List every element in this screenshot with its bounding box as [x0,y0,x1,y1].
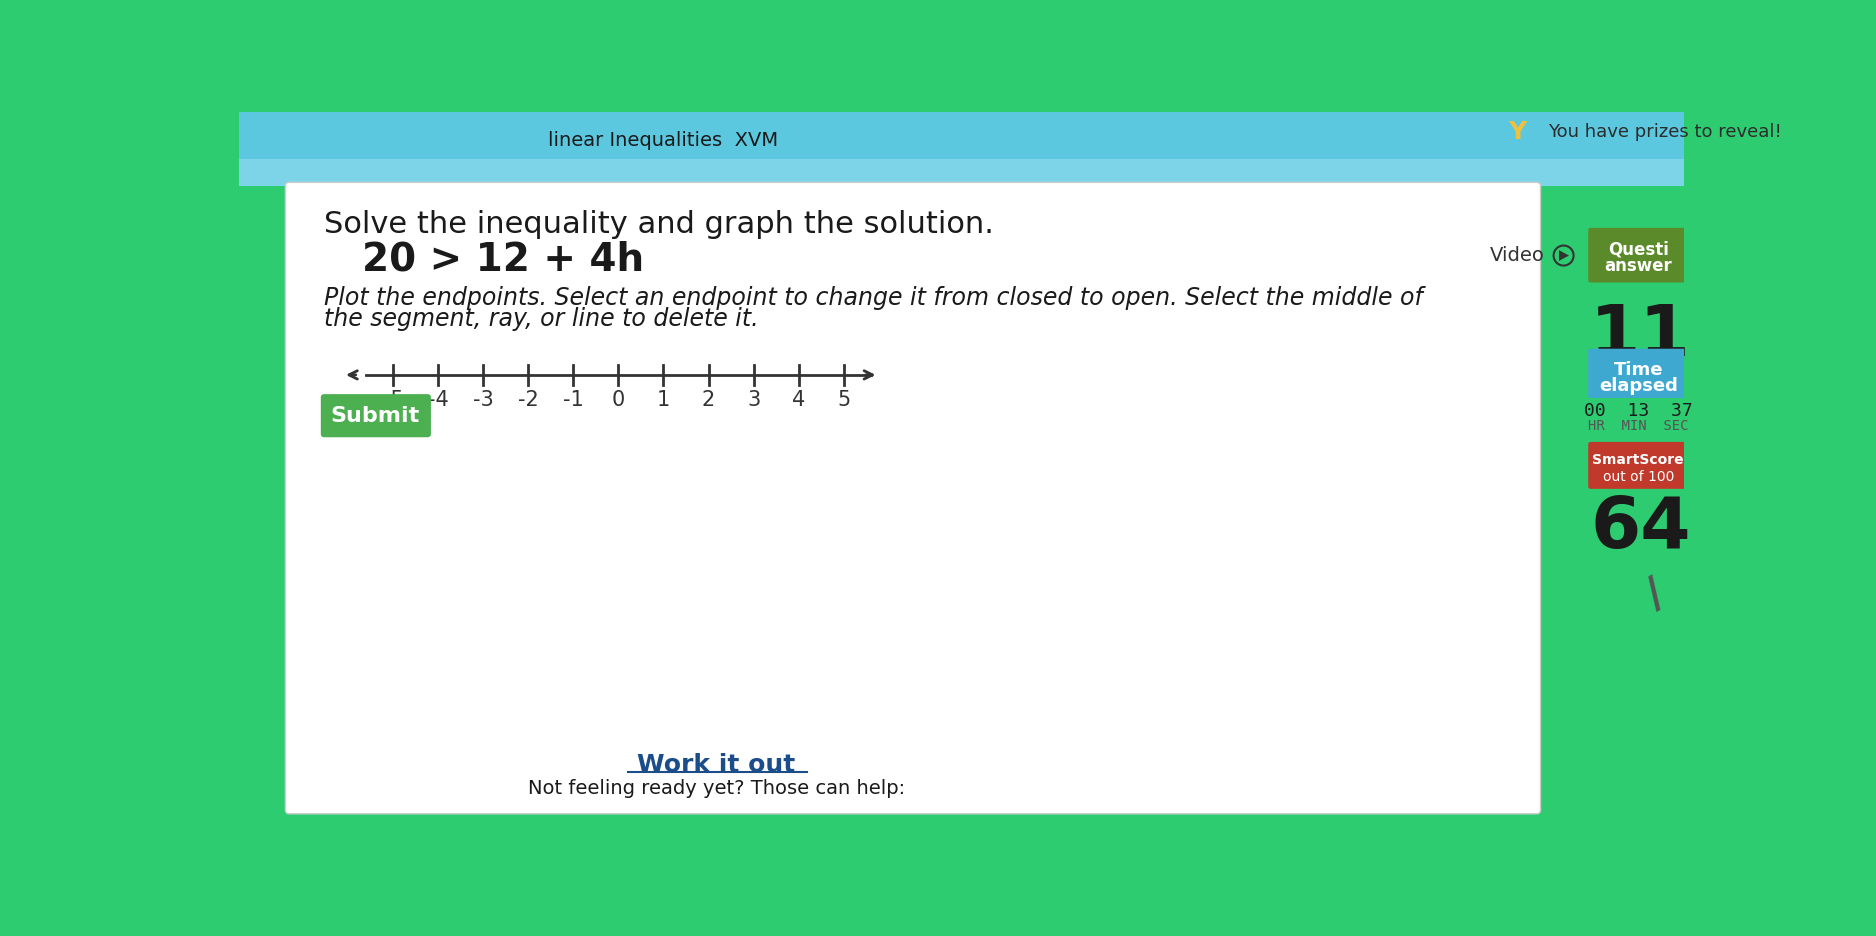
FancyBboxPatch shape [285,183,1540,813]
FancyBboxPatch shape [240,112,1683,163]
Text: the segment, ray, or line to delete it.: the segment, ray, or line to delete it. [325,307,758,330]
FancyBboxPatch shape [321,394,431,437]
Text: answer: answer [1604,257,1672,275]
Text: linear Inequalities  XVM: linear Inequalities XVM [548,130,779,150]
Text: 20 > 12 + 4h: 20 > 12 + 4h [362,241,645,278]
FancyBboxPatch shape [240,159,1683,186]
Text: SmartScore: SmartScore [1593,453,1685,467]
Text: -5: -5 [383,389,403,410]
Text: 00  13  37: 00 13 37 [1583,402,1692,420]
Text: -4: -4 [428,389,448,410]
Text: /: / [1640,572,1673,616]
Text: Video: Video [1490,246,1544,265]
Text: Time: Time [1613,361,1662,379]
Text: -1: -1 [563,389,583,410]
Text: HR  MIN  SEC: HR MIN SEC [1587,419,1688,433]
Text: Submit: Submit [330,405,420,426]
Text: -2: -2 [518,389,538,410]
Polygon shape [1559,250,1568,261]
Text: Not feeling ready yet? Those can help:: Not feeling ready yet? Those can help: [527,779,904,797]
Text: Questi: Questi [1608,241,1670,258]
Text: out of 100: out of 100 [1602,470,1673,484]
Text: 11: 11 [1591,302,1690,371]
FancyBboxPatch shape [1589,442,1688,489]
Text: Work it out: Work it out [638,753,795,777]
Text: Solve the inequality and graph the solution.: Solve the inequality and graph the solut… [325,211,994,240]
FancyBboxPatch shape [240,112,1683,833]
Text: 0: 0 [612,389,625,410]
Text: -3: -3 [473,389,493,410]
Text: 5: 5 [837,389,850,410]
Text: Plot the endpoints. Select an endpoint to change it from closed to open. Select : Plot the endpoints. Select an endpoint t… [325,285,1422,310]
Text: You have prizes to reveal!: You have prizes to reveal! [1548,124,1782,141]
Text: 1: 1 [657,389,670,410]
FancyBboxPatch shape [1589,227,1688,283]
FancyBboxPatch shape [1589,349,1688,398]
Text: 3: 3 [747,389,760,410]
Text: 64: 64 [1591,494,1690,563]
Text: Y: Y [1508,121,1527,144]
Text: 4: 4 [792,389,805,410]
Text: 2: 2 [702,389,715,410]
Text: elapsed: elapsed [1598,377,1677,395]
